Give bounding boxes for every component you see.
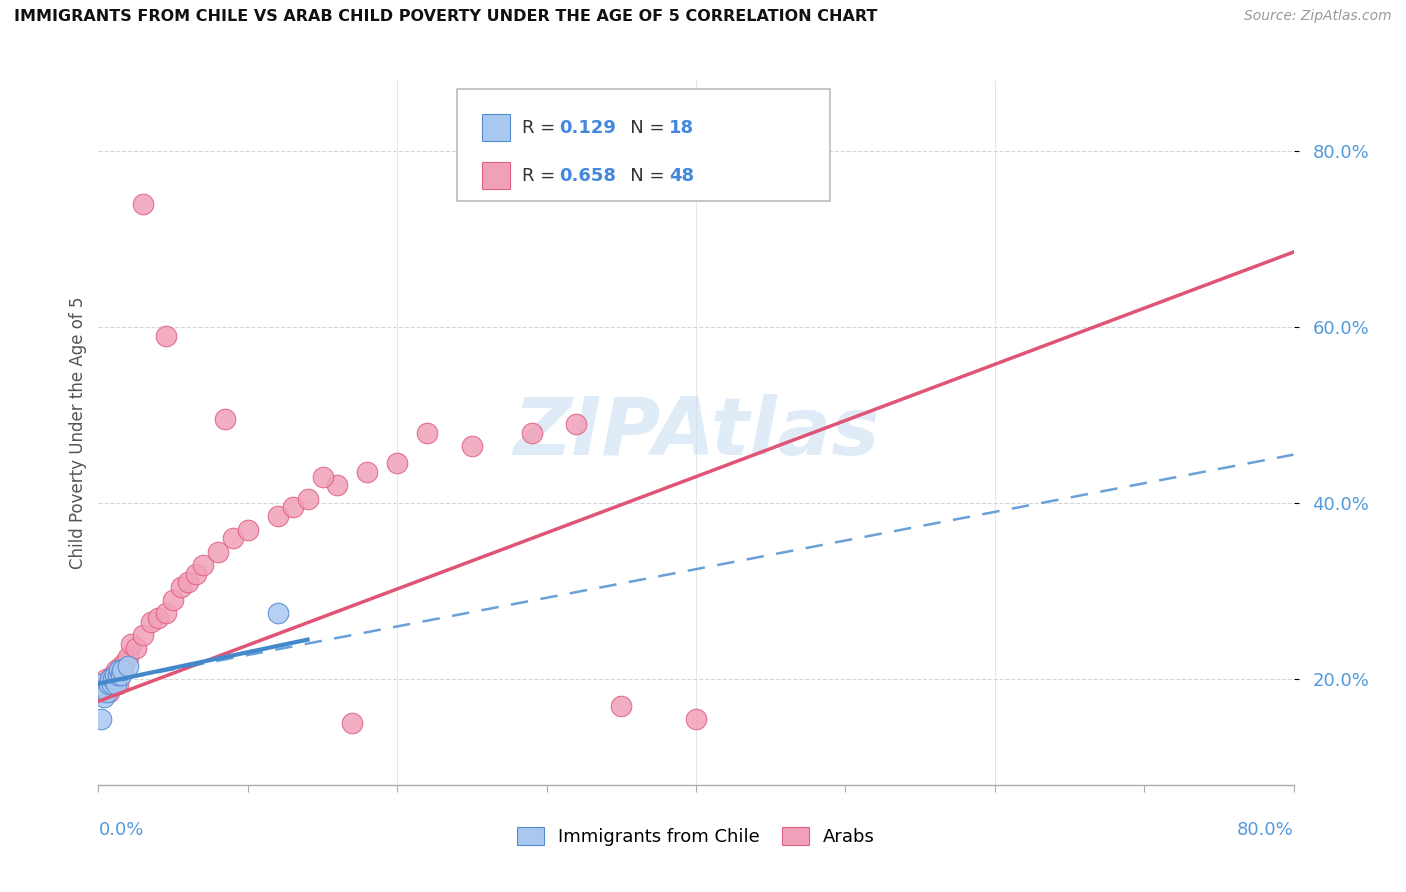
Point	[90, 712, 112, 726]
Point	[297, 491, 319, 506]
Point	[93, 690, 115, 704]
Point	[96, 676, 118, 690]
Point	[236, 523, 259, 537]
Point	[132, 196, 155, 211]
Point	[117, 659, 139, 673]
Point	[610, 698, 633, 713]
Point	[565, 417, 588, 431]
Point	[326, 478, 349, 492]
Text: Source: ZipAtlas.com: Source: ZipAtlas.com	[1244, 9, 1392, 23]
Text: 0.0%: 0.0%	[98, 821, 143, 838]
Point	[97, 685, 120, 699]
Point	[107, 668, 129, 682]
Point	[91, 685, 114, 699]
Point	[104, 668, 127, 682]
Point	[520, 425, 543, 440]
Point	[416, 425, 439, 440]
Point	[91, 685, 114, 699]
Point	[155, 606, 177, 620]
Text: R =: R =	[522, 119, 561, 136]
Point	[267, 509, 290, 524]
Point	[90, 676, 112, 690]
Point	[96, 685, 118, 699]
Point	[114, 655, 136, 669]
Point	[108, 664, 131, 678]
Point	[177, 575, 200, 590]
Point	[97, 676, 120, 690]
Point	[125, 641, 148, 656]
Point	[110, 659, 132, 673]
Point	[117, 650, 139, 665]
Point	[281, 500, 304, 515]
Point	[103, 673, 125, 687]
Text: 0.129: 0.129	[560, 119, 616, 136]
Point	[191, 558, 214, 572]
Point	[111, 664, 134, 678]
Text: ZIPAtlas: ZIPAtlas	[513, 393, 879, 472]
Text: 0.658: 0.658	[560, 167, 617, 185]
Point	[94, 673, 117, 687]
Point	[90, 681, 112, 695]
Point	[93, 676, 115, 690]
Text: 48: 48	[669, 167, 695, 185]
Point	[104, 673, 127, 687]
Point	[169, 580, 191, 594]
Point	[120, 637, 142, 651]
Point	[267, 606, 290, 620]
Point	[101, 676, 124, 690]
Point	[94, 681, 117, 695]
Legend: Immigrants from Chile, Arabs: Immigrants from Chile, Arabs	[509, 820, 883, 854]
Point	[184, 566, 207, 581]
Point	[685, 712, 707, 726]
Point	[155, 328, 177, 343]
Point	[461, 439, 484, 453]
Point	[222, 531, 245, 545]
Point	[105, 664, 128, 678]
Point	[111, 664, 134, 678]
Point	[148, 610, 170, 624]
Point	[105, 676, 128, 690]
Text: N =: N =	[613, 167, 671, 185]
Point	[107, 676, 129, 690]
Text: 18: 18	[669, 119, 695, 136]
Point	[385, 457, 409, 471]
Point	[207, 544, 229, 558]
Point	[98, 673, 122, 687]
Text: 80.0%: 80.0%	[1237, 821, 1294, 838]
Point	[311, 469, 333, 483]
Point	[214, 412, 236, 426]
Y-axis label: Child Poverty Under the Age of 5: Child Poverty Under the Age of 5	[69, 296, 87, 569]
Text: N =: N =	[613, 119, 671, 136]
Point	[342, 716, 364, 731]
Text: IMMIGRANTS FROM CHILE VS ARAB CHILD POVERTY UNDER THE AGE OF 5 CORRELATION CHART: IMMIGRANTS FROM CHILE VS ARAB CHILD POVE…	[14, 9, 877, 24]
Point	[103, 668, 125, 682]
Point	[101, 676, 124, 690]
Point	[162, 593, 184, 607]
Point	[139, 615, 162, 629]
Point	[356, 465, 378, 479]
Point	[108, 668, 131, 682]
Point	[132, 628, 155, 642]
Point	[110, 668, 132, 682]
Point	[98, 673, 122, 687]
Text: R =: R =	[522, 167, 561, 185]
